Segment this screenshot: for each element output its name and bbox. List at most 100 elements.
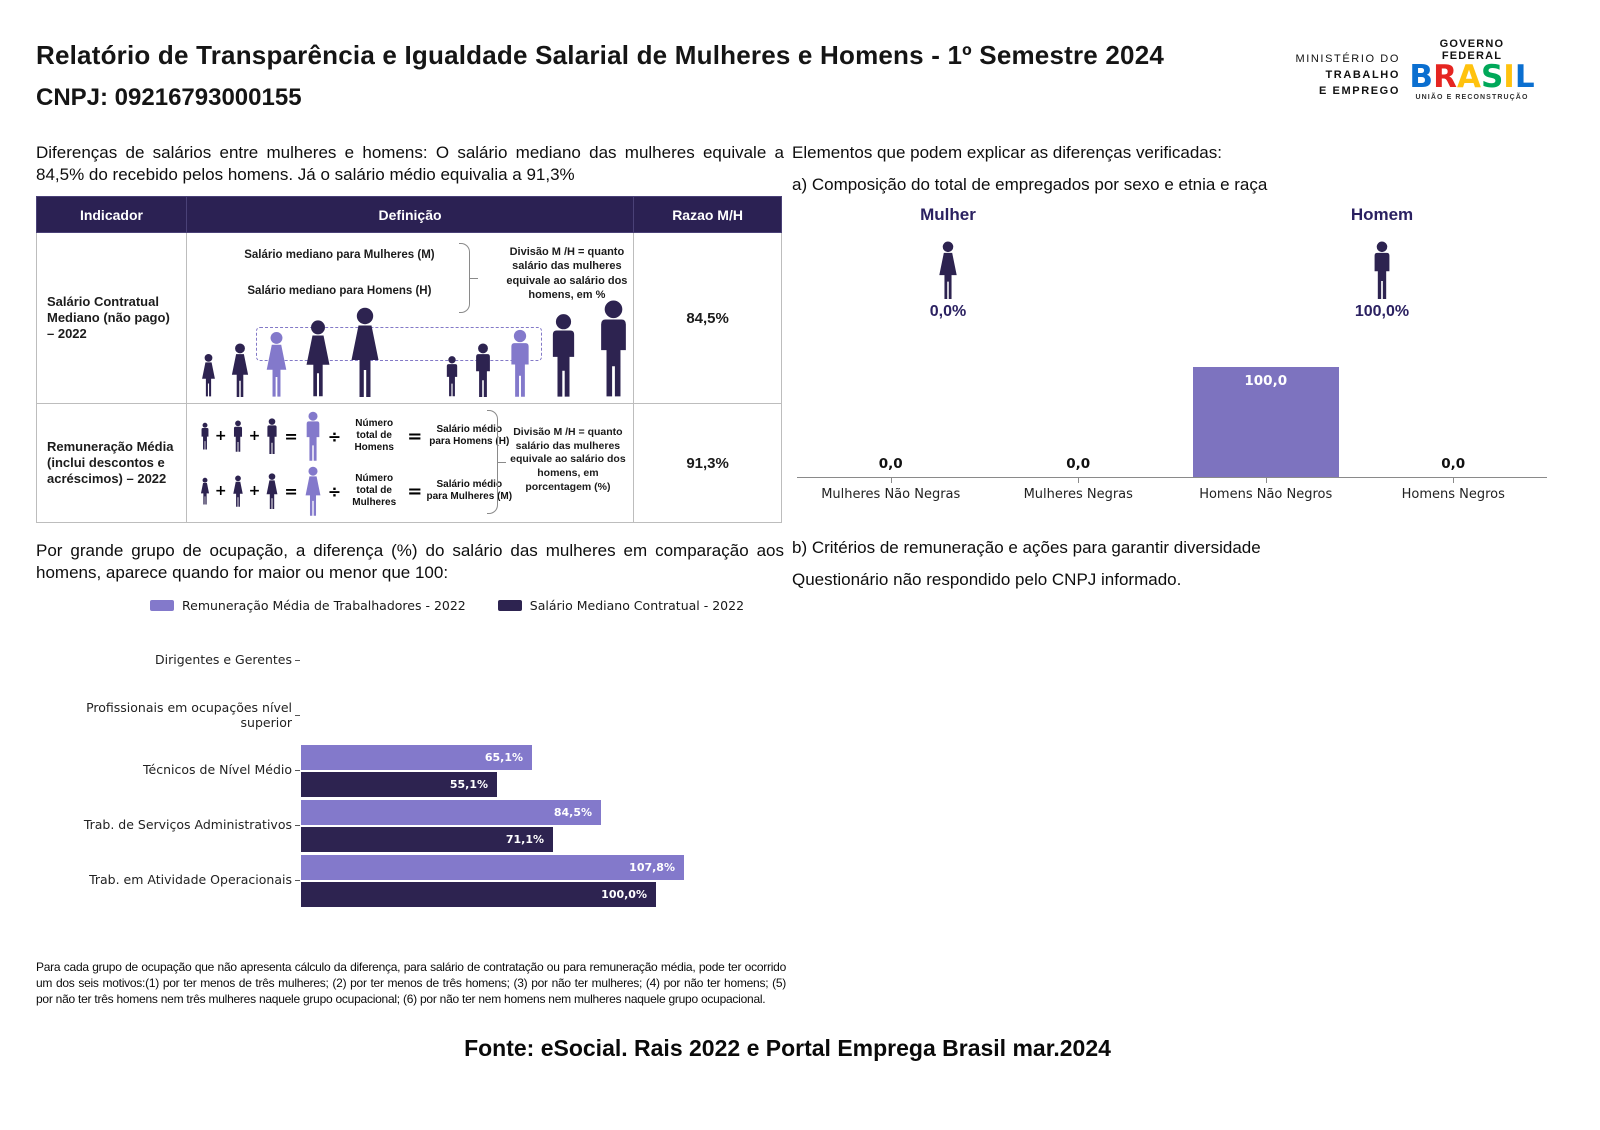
divide-operator: ÷ — [327, 481, 342, 501]
male-icon — [511, 329, 529, 397]
axis-tick — [1265, 478, 1267, 483]
male-icon — [476, 343, 490, 397]
female-share-value: 0,0% — [929, 303, 967, 320]
female-icon — [232, 475, 243, 507]
equals-operator: = — [407, 425, 423, 447]
equals-operator: = — [284, 481, 298, 501]
item-a-heading: a) Composição do total de empregados por… — [792, 175, 1268, 194]
bar-value-label: 0,0 — [878, 456, 903, 472]
axis-tick — [295, 714, 300, 717]
occupation-row: Técnicos de Nível Médio 65,1% 55,1% — [36, 743, 783, 798]
indicator-median-salary: Salário Contratual Mediano (não pago) – … — [36, 232, 187, 404]
men-average-equation: + + = ÷ Número total de Homens = Salário médio… — [199, 411, 512, 461]
male-icon — [601, 300, 626, 397]
population-pictogram — [199, 300, 635, 397]
salary-difference-intro: Diferenças de salários entre mulheres e … — [36, 143, 784, 185]
male-icon — [233, 420, 242, 452]
indicator-mean-salary: Remuneração Média (inclui descontos e ac… — [36, 403, 187, 523]
axis-tick — [295, 879, 300, 882]
brace-shape — [458, 243, 478, 313]
bar-value-label: 107,8% — [629, 860, 675, 874]
methodology-footnote: Para cada grupo de ocupação que não apre… — [36, 960, 786, 1006]
median-division-note: Divisão M /H = quanto salário das mulher… — [506, 246, 628, 301]
category-label: Profissionais em ocupações nível superio… — [86, 700, 292, 730]
brace-shape — [486, 410, 506, 514]
legend-label: Remuneração Média de Trabalhadores - 202… — [182, 598, 466, 613]
composition-bar-chart: 0,0 Mulheres Não Negras 0,0 Mulheres Negras… — [797, 352, 1547, 504]
category-label: Técnicos de Nível Médio — [143, 762, 292, 778]
male-icon — [267, 418, 277, 454]
median-women-label: Salário mediano para Mulheres (M) — [244, 249, 435, 261]
governo-federal-logo: GOVERNO FEDERAL BRASIL UNIÃO E RECONSTRU… — [1408, 38, 1536, 101]
bar: 71,1% — [301, 826, 553, 852]
female-icon — [305, 466, 321, 516]
median-ratio-value: 84,5% — [633, 232, 782, 404]
bar-group: 107,8% 100,0% — [301, 854, 684, 907]
header-definicao: Definição — [185, 196, 635, 233]
plus-operator: + — [214, 428, 227, 444]
item-b-note: Questionário não respondido pelo CNPJ in… — [792, 570, 1182, 589]
female-icon — [266, 331, 287, 397]
male-icon — [1302, 237, 1462, 299]
female-label: Mulher — [920, 205, 976, 224]
ministry-line-2: TRABALHO — [1325, 68, 1400, 81]
table-row: Salário Contratual Mediano (não pago) – … — [36, 232, 782, 404]
legend-item: Salário Mediano Contratual - 2022 — [497, 598, 744, 613]
indicators-table: Indicador Definição Razao M/H Salário Co… — [36, 196, 782, 523]
mean-ratio-value: 91,3% — [633, 403, 782, 523]
category-label: Homens Não Negros — [1199, 487, 1333, 502]
governo-federal-label: GOVERNO FEDERAL — [1439, 38, 1505, 62]
bar: 100,0% — [301, 881, 656, 907]
equals-operator: = — [284, 426, 298, 446]
bar-value-label: 55,1% — [449, 777, 488, 791]
ministry-logo: MINISTÉRIO DO TRABALHO E EMPREGO — [1255, 52, 1400, 100]
female-icon — [351, 307, 379, 397]
brasil-letter: R — [1433, 59, 1457, 95]
female-icon — [231, 343, 249, 397]
category-label: Dirigentes e Gerentes — [155, 652, 292, 668]
table-row: Remuneração Média (inclui descontos e ac… — [36, 403, 782, 523]
count-label: Número total de Homens — [354, 418, 394, 453]
female-icon — [200, 477, 209, 505]
brasil-logo: BRASIL — [1408, 62, 1536, 93]
x-axis-line — [797, 477, 1547, 478]
legend-swatch — [497, 600, 522, 611]
brasil-letter: L — [1514, 59, 1535, 95]
axis-tick — [890, 478, 892, 483]
median-men-label: Salário mediano para Homens (H) — [247, 285, 432, 297]
plus-operator: + — [214, 483, 227, 499]
occupation-bar-chart: Dirigentes e Gerentes Profissionais em oc… — [36, 633, 783, 908]
uniao-reconstrucao-label: UNIÃO E RECONSTRUÇÃO — [1415, 94, 1529, 101]
category-label: Trab. em Atividade Operacionais — [89, 872, 292, 888]
female-icon — [868, 237, 1028, 299]
explanatory-heading: Elementos que podem explicar as diferenç… — [792, 143, 1222, 162]
legend-swatch — [150, 600, 174, 611]
male-icon — [552, 314, 575, 397]
axis-tick — [1453, 478, 1455, 483]
plus-operator: + — [248, 428, 261, 444]
plus-operator: + — [248, 483, 261, 499]
male-label: Homem — [1350, 205, 1414, 224]
median-connector — [255, 327, 542, 361]
axis-tick — [1078, 478, 1080, 483]
bar: 100,0 — [1192, 367, 1339, 477]
salary-label: Salário médio para Homens (H) — [429, 424, 510, 447]
source-line: Fonte: eSocial. Rais 2022 e Portal Empre… — [464, 1035, 1111, 1061]
mean-definition: + + = ÷ Número total de Homens = Salário médio… — [187, 404, 633, 522]
cnpj-line: CNPJ: 09216793000155 — [36, 84, 302, 111]
bar-value-label: 100,0% — [601, 887, 647, 901]
brasil-letter: A — [1456, 59, 1481, 95]
axis-tick — [295, 659, 300, 662]
female-icon — [306, 320, 330, 397]
bar: 65,1% — [301, 744, 532, 770]
women-average-equation: + + = ÷ Número total de Mulheres = Salário méd… — [199, 466, 512, 516]
ministry-line-1: MINISTÉRIO DO — [1295, 53, 1400, 65]
category-label: Trab. de Serviços Administrativos — [83, 817, 292, 833]
bar: 107,8% — [301, 854, 684, 880]
brasil-letter: B — [1409, 59, 1434, 95]
male-share-value: 100,0% — [1354, 303, 1410, 320]
bar-value-label: 100,0 — [1244, 373, 1288, 389]
female-icon — [266, 473, 278, 509]
male-icon — [1374, 241, 1390, 299]
